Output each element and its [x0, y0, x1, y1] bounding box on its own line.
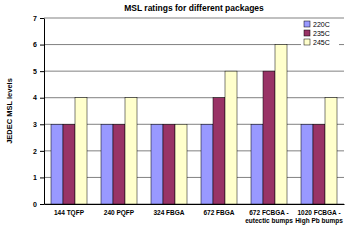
grid-line [44, 97, 344, 98]
y-axis-title: JEDEC MSL levels [5, 78, 14, 144]
bar [275, 45, 287, 204]
bar [125, 98, 137, 204]
y-tick: 2 [33, 148, 44, 155]
y-tick-mark [40, 98, 44, 99]
grid-line [44, 18, 344, 19]
grid-line [44, 204, 344, 205]
legend-item: 245C [304, 39, 330, 46]
x-tick-label: 672 FBGA [203, 209, 234, 216]
x-axis [45, 204, 345, 206]
y-tick-mark [40, 177, 44, 178]
y-tick: 3 [33, 121, 44, 128]
y-tick-label: 6 [33, 41, 37, 48]
x-tick-label: 240 PQFP [104, 209, 135, 217]
legend-item: 235C [304, 30, 330, 37]
y-tick: 1 [33, 174, 44, 181]
bar [63, 124, 75, 204]
grid [44, 18, 344, 204]
bar [263, 71, 275, 204]
y-tick: 0 [33, 201, 44, 208]
bar [325, 98, 337, 204]
y-tick-mark [40, 45, 44, 46]
bar [151, 124, 163, 204]
legend-item: 220C [304, 21, 330, 28]
y-tick-mark [40, 151, 44, 152]
plot: 0 1 2 3 4 5 6 7 144 TQFP 240 PQFP 324 FBGA 672 FBGA… [33, 15, 344, 225]
x-tick-label: 1020 FCBGA -High Pb bumps [295, 209, 343, 225]
y-tick-label: 1 [33, 174, 37, 181]
y-tick-mark [40, 18, 44, 19]
legend-swatch [304, 30, 310, 36]
x-tick-label: 324 FBGA [153, 209, 184, 216]
y-tick-mark [40, 204, 44, 205]
y-tick: 7 [33, 15, 44, 22]
chart: 0 1 2 3 4 5 6 7 144 TQFP 240 PQFP 324 FBGA 672 FBGA… [0, 0, 350, 240]
bar [251, 124, 263, 204]
legend-label: 235C [313, 30, 330, 37]
x-tick-label: 672 FCBGA -eutectic bumps [245, 209, 293, 225]
bar [313, 124, 325, 204]
bar [175, 124, 187, 204]
y-tick: 6 [33, 41, 44, 48]
bar [75, 98, 87, 204]
bar [101, 124, 113, 204]
legend-label: 220C [313, 21, 330, 28]
y-tick-label: 2 [33, 148, 37, 155]
legend: 220C 235C 245C [301, 19, 339, 48]
bar [301, 124, 313, 204]
y-tick: 5 [33, 68, 44, 75]
bar [51, 124, 63, 204]
legend-box [301, 19, 339, 48]
series [75, 45, 337, 204]
grid-line [44, 177, 344, 178]
grid-line [44, 124, 344, 125]
bar [225, 71, 237, 204]
legend-swatch [304, 39, 310, 45]
y-tick-label: 3 [33, 121, 37, 128]
grid-line [44, 71, 344, 72]
y-tick-label: 5 [33, 68, 37, 75]
bars [51, 45, 337, 204]
grid-line [44, 44, 344, 45]
x-axis-line [45, 204, 345, 205]
bar [163, 124, 175, 204]
title: MSL ratings for different packages [124, 3, 264, 13]
y-tick-label: 4 [33, 94, 37, 101]
bar [213, 98, 225, 204]
bar [113, 124, 125, 204]
x-tick-label: 144 TQFP [54, 209, 85, 217]
y-tick-label: 7 [33, 15, 37, 22]
y-tick-mark [40, 124, 44, 125]
legend-label: 245C [313, 39, 330, 46]
y-axis-line [44, 19, 45, 205]
y-tick: 4 [33, 94, 44, 101]
y-axis: 0 1 2 3 4 5 6 7 [33, 15, 44, 208]
legend-swatch [304, 21, 310, 27]
y-tick-label: 0 [33, 201, 37, 208]
bar [201, 124, 213, 204]
grid-line [44, 150, 344, 151]
y-tick-mark [40, 71, 44, 72]
